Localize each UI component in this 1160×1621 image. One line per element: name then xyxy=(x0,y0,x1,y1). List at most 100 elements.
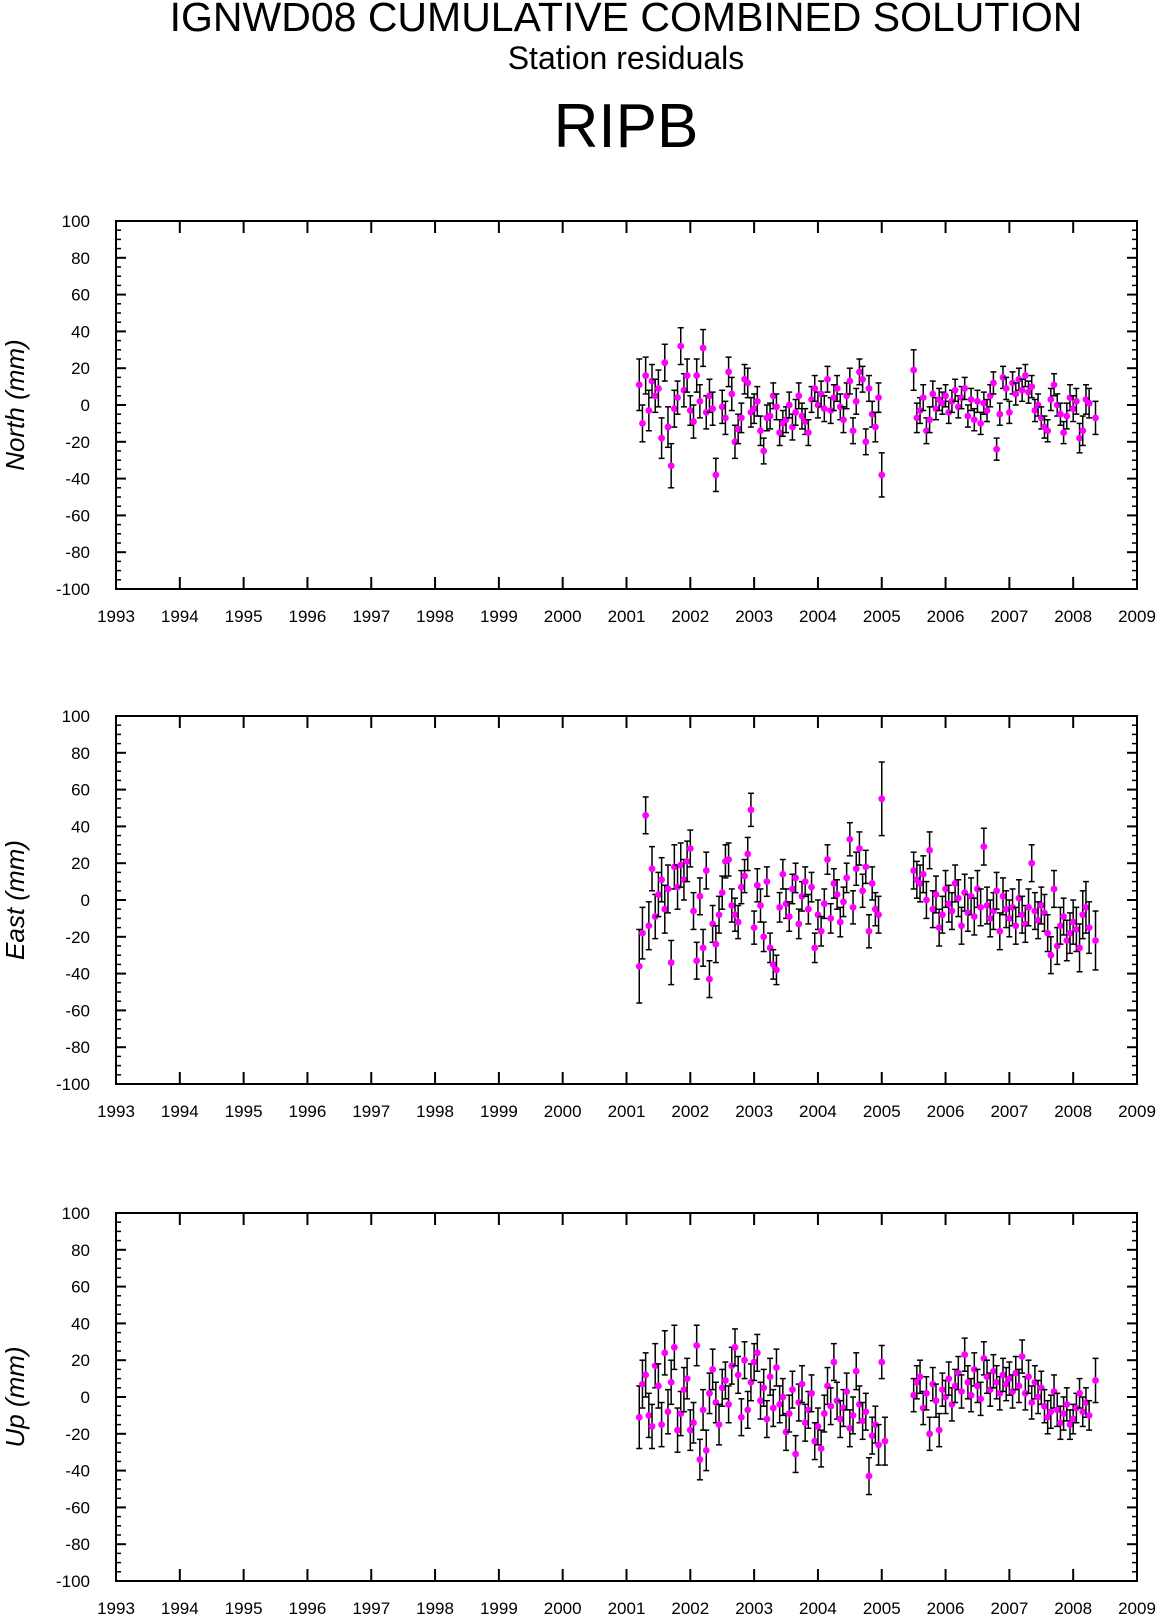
east-marker xyxy=(642,811,650,819)
east-marker xyxy=(1082,903,1090,911)
north-data-point xyxy=(942,384,949,408)
north-data-point xyxy=(728,376,736,412)
up-data-point xyxy=(667,1359,675,1406)
east-data-point xyxy=(843,862,851,894)
east-marker xyxy=(725,856,732,863)
east-y-tick-label: -60 xyxy=(65,1001,90,1020)
up-x-tick-label: 1993 xyxy=(97,1599,135,1618)
east-marker xyxy=(923,896,930,904)
north-data-point xyxy=(871,411,879,443)
north-marker xyxy=(824,375,831,383)
north-marker xyxy=(766,412,774,420)
up-marker xyxy=(868,1432,876,1440)
up-marker xyxy=(731,1343,739,1351)
east-data-point xyxy=(766,932,774,964)
up-data-point xyxy=(1034,1379,1042,1415)
north-marker xyxy=(916,407,924,414)
up-marker xyxy=(737,1413,745,1421)
east-y-tick-label: -80 xyxy=(65,1038,90,1057)
north-marker xyxy=(722,414,729,422)
north-data-point xyxy=(1076,422,1083,454)
east-marker xyxy=(658,876,665,884)
up-data-point xyxy=(670,1324,678,1371)
up-marker xyxy=(999,1371,1007,1379)
east-marker xyxy=(999,892,1007,900)
north-data-point xyxy=(862,428,870,456)
up-x-tick-label: 1996 xyxy=(289,1599,327,1618)
east-data-point xyxy=(648,845,656,892)
east-data-point xyxy=(980,827,988,866)
north-marker xyxy=(728,390,736,398)
north-data-point xyxy=(658,417,665,460)
north-x-tick-label: 2009 xyxy=(1118,607,1156,626)
north-marker xyxy=(1057,410,1064,418)
north-y-tick-label: 40 xyxy=(71,322,90,341)
north-marker xyxy=(718,403,726,411)
up-data-point xyxy=(747,1363,755,1402)
north-data-point xyxy=(709,391,717,426)
east-y-tick-label: 0 xyxy=(81,891,90,910)
east-data-point xyxy=(801,866,809,898)
north-marker xyxy=(964,412,972,420)
up-data-point xyxy=(910,1377,918,1413)
east-y-tick-label: 80 xyxy=(71,744,90,763)
east-data-point xyxy=(951,864,959,903)
north-y-tick-label: 100 xyxy=(62,212,90,231)
east-marker xyxy=(824,856,831,863)
north-data-point xyxy=(964,404,972,428)
east-data-point xyxy=(875,895,882,934)
up-x-tick-label: 2006 xyxy=(927,1599,965,1618)
north-marker xyxy=(970,416,978,424)
east-data-point xyxy=(702,851,710,890)
up-marker xyxy=(785,1410,793,1417)
north-marker xyxy=(852,397,860,405)
east-x-tick-label: 1995 xyxy=(225,1102,263,1121)
north-marker xyxy=(836,403,844,411)
up-marker xyxy=(776,1400,784,1408)
east-marker xyxy=(1031,907,1039,915)
up-y-tick-label: -80 xyxy=(65,1535,90,1554)
north-marker xyxy=(639,420,646,427)
north-marker xyxy=(1060,429,1068,436)
up-marker xyxy=(817,1445,825,1452)
up-data-point xyxy=(999,1357,1007,1393)
up-data-point xyxy=(766,1357,774,1396)
north-data-point xyxy=(846,367,854,395)
up-data-point xyxy=(789,1370,796,1409)
east-marker xyxy=(763,878,771,885)
up-data-point xyxy=(792,1434,800,1474)
east-marker xyxy=(686,845,694,852)
east-data-point xyxy=(744,836,752,872)
north-data-point xyxy=(667,442,675,489)
east-data-point xyxy=(926,831,934,870)
east-marker xyxy=(734,918,742,926)
north-marker xyxy=(1028,383,1036,390)
north-data-point xyxy=(878,452,886,498)
north-data-point xyxy=(670,389,678,428)
up-data-point xyxy=(753,1333,761,1372)
up-data-point xyxy=(945,1361,953,1396)
up-marker xyxy=(881,1437,889,1445)
up-panel: 1993 1994 1995 1996 1997 1998 1999 2000 2001 2002… xyxy=(0,1204,1156,1618)
up-data-point xyxy=(1057,1405,1064,1441)
east-data-point xyxy=(1044,913,1052,953)
east-marker xyxy=(760,933,768,941)
east-x-tick-label: 1993 xyxy=(97,1102,135,1121)
east-marker xyxy=(846,835,854,843)
up-data-point xyxy=(715,1403,723,1446)
east-data-point xyxy=(773,954,780,986)
north-marker xyxy=(1069,405,1077,413)
up-x-tick-label: 1999 xyxy=(480,1599,518,1618)
up-marker xyxy=(833,1397,841,1405)
up-data-point xyxy=(785,1394,793,1433)
east-marker xyxy=(1085,924,1093,931)
east-marker xyxy=(871,905,879,913)
north-marker xyxy=(658,434,665,442)
up-data-point xyxy=(1050,1374,1058,1409)
north-data-point xyxy=(651,378,659,414)
up-data-point xyxy=(773,1348,780,1387)
up-marker xyxy=(964,1378,972,1386)
up-x-tick-label: 2000 xyxy=(544,1599,582,1618)
north-x-tick-label: 2006 xyxy=(927,607,965,626)
north-data-point xyxy=(757,415,764,447)
